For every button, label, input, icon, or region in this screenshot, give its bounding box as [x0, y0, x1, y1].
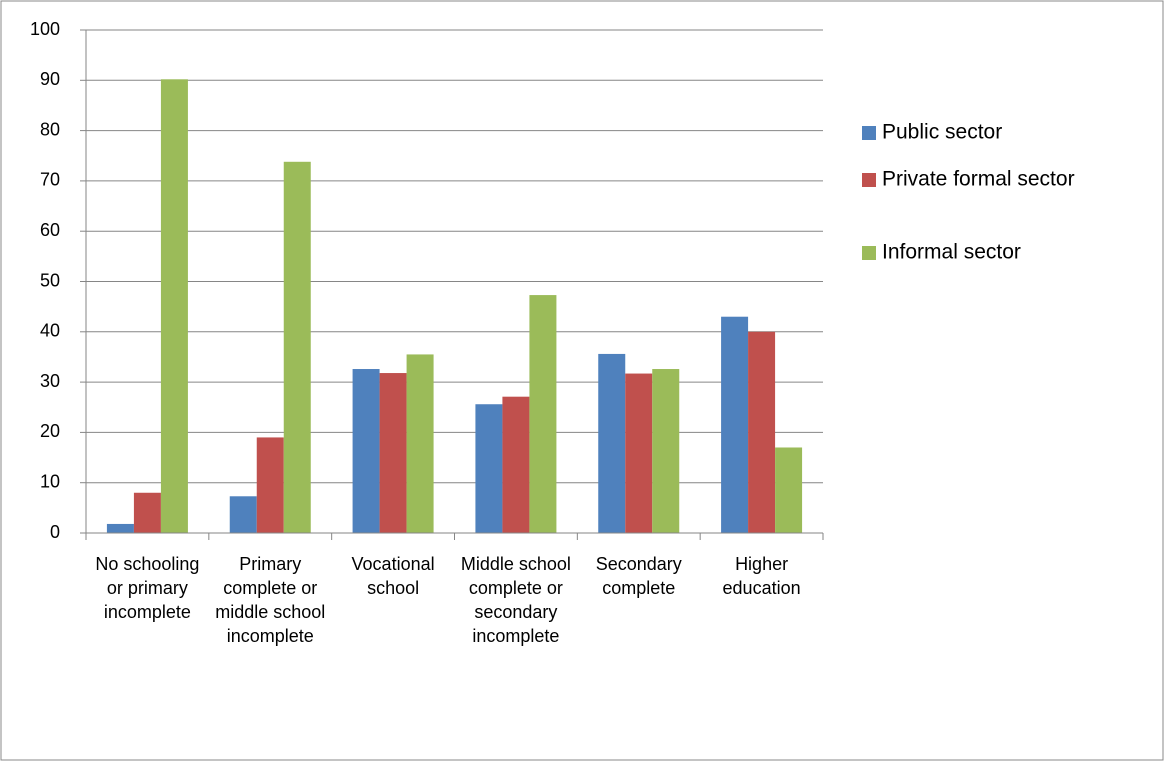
bar: [283, 161, 311, 533]
y-tick-label: 80: [40, 119, 60, 139]
x-tick-label: Higher education: [722, 554, 801, 598]
y-tick-label: 90: [40, 69, 60, 89]
bar: [475, 404, 503, 533]
bar: [529, 295, 557, 533]
y-tick-label: 60: [40, 220, 60, 240]
x-tick-label: Vocational school: [351, 554, 435, 598]
y-tick-label: 100: [30, 19, 60, 39]
x-tick-label: Secondary complete: [595, 554, 682, 598]
y-tick-label: 20: [40, 421, 60, 441]
legend-label: Informal sector: [882, 241, 1021, 264]
bar: [160, 79, 188, 533]
y-tick-label: 30: [40, 371, 60, 391]
bar: [406, 354, 434, 533]
legend-swatch: [862, 126, 876, 140]
legend-label: Public sector: [882, 121, 1002, 144]
y-tick-label: 70: [40, 170, 60, 190]
bar: [748, 331, 776, 533]
y-tick-label: 50: [40, 270, 60, 290]
bar: [229, 496, 257, 533]
x-tick-label: Primary complete or middle school incomp…: [215, 554, 326, 646]
bar: [352, 369, 380, 533]
bar: [256, 437, 284, 533]
y-tick-label: 0: [50, 522, 60, 542]
bar: [379, 373, 407, 533]
x-tick-label: No schooling or primary incomplete: [95, 554, 200, 622]
y-tick-label: 10: [40, 471, 60, 491]
bar: [598, 353, 626, 533]
legend-swatch: [862, 173, 876, 187]
y-tick-label: 40: [40, 321, 60, 341]
bar: [106, 523, 134, 533]
legend-label: Private formal sector: [882, 168, 1075, 191]
bar: [775, 447, 803, 533]
bar: [652, 369, 680, 533]
bar: [721, 316, 749, 533]
bar: [502, 396, 530, 533]
bar: [133, 492, 161, 533]
legend-swatch: [862, 246, 876, 260]
x-tick-label: Middle school complete or secondary inco…: [460, 554, 571, 646]
bar: [625, 373, 653, 533]
